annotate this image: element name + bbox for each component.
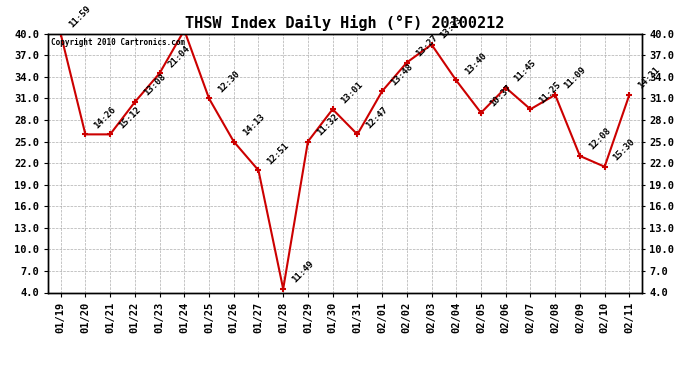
Text: 13:01: 13:01 (339, 80, 365, 105)
Text: 13:03: 13:03 (0, 374, 1, 375)
Text: 11:59: 11:59 (68, 4, 93, 30)
Text: 13:27: 13:27 (414, 33, 439, 58)
Text: 12:08: 12:08 (586, 126, 612, 152)
Text: 13:33: 13:33 (438, 15, 464, 40)
Title: THSW Index Daily High (°F) 20100212: THSW Index Daily High (°F) 20100212 (186, 15, 504, 31)
Text: 14:26: 14:26 (92, 105, 118, 130)
Text: 21:04: 21:04 (166, 44, 192, 69)
Text: 11:32: 11:32 (315, 112, 340, 137)
Text: 14:21: 14:21 (636, 65, 662, 91)
Text: 13:08: 13:08 (141, 72, 167, 98)
Text: 13:48: 13:48 (389, 62, 415, 87)
Text: 12:30: 12:30 (216, 69, 241, 94)
Text: 13:40: 13:40 (463, 51, 489, 76)
Text: 12:51: 12:51 (266, 141, 290, 166)
Text: 15:12: 15:12 (117, 105, 142, 130)
Text: 12:47: 12:47 (364, 105, 390, 130)
Text: 11:25: 11:25 (538, 80, 563, 105)
Text: 11:09: 11:09 (562, 65, 587, 91)
Text: 15:30: 15:30 (611, 137, 637, 162)
Text: 11:45: 11:45 (513, 58, 538, 84)
Text: 14:13: 14:13 (241, 112, 266, 137)
Text: 10:37: 10:37 (488, 83, 513, 109)
Text: Copyright 2010 Cartronics.com: Copyright 2010 Cartronics.com (51, 38, 186, 46)
Text: 11:49: 11:49 (290, 260, 315, 285)
